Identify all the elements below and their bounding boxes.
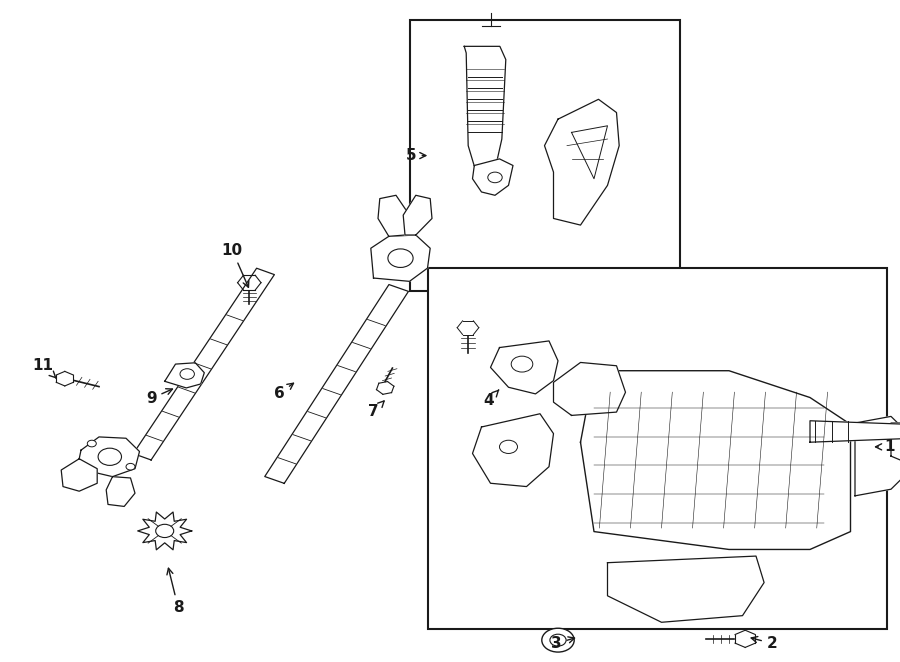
Polygon shape	[472, 159, 513, 195]
Polygon shape	[464, 46, 506, 166]
Circle shape	[156, 524, 174, 538]
Circle shape	[126, 463, 135, 470]
Text: 3: 3	[551, 636, 574, 651]
Text: 2: 2	[752, 636, 778, 651]
Polygon shape	[371, 235, 430, 281]
Text: 5: 5	[406, 148, 426, 163]
Polygon shape	[580, 371, 850, 549]
Polygon shape	[544, 99, 619, 225]
Polygon shape	[554, 363, 626, 416]
Circle shape	[87, 440, 96, 447]
Text: 8: 8	[166, 568, 184, 615]
Polygon shape	[61, 459, 97, 491]
Circle shape	[488, 172, 502, 183]
Text: 4: 4	[483, 390, 499, 408]
Text: 7: 7	[368, 401, 384, 419]
Text: 11: 11	[32, 358, 56, 378]
Polygon shape	[79, 437, 140, 477]
Circle shape	[550, 634, 566, 646]
Polygon shape	[106, 477, 135, 506]
Polygon shape	[138, 512, 192, 550]
Circle shape	[500, 440, 518, 453]
Bar	[428, 268, 886, 629]
Polygon shape	[403, 195, 432, 235]
Polygon shape	[608, 556, 764, 622]
Polygon shape	[810, 421, 900, 442]
Text: 6: 6	[274, 383, 293, 401]
Bar	[410, 20, 680, 291]
Circle shape	[388, 249, 413, 267]
Polygon shape	[378, 195, 410, 236]
Polygon shape	[133, 268, 274, 460]
Text: 10: 10	[221, 243, 248, 287]
Polygon shape	[891, 423, 900, 469]
Polygon shape	[165, 363, 204, 388]
Polygon shape	[491, 341, 558, 394]
Polygon shape	[265, 285, 409, 483]
Circle shape	[180, 369, 194, 379]
Text: 1: 1	[876, 440, 895, 454]
Text: 9: 9	[146, 389, 173, 406]
Circle shape	[542, 628, 574, 652]
Polygon shape	[472, 414, 554, 487]
Polygon shape	[855, 416, 900, 496]
Circle shape	[98, 448, 122, 465]
Circle shape	[511, 356, 533, 372]
